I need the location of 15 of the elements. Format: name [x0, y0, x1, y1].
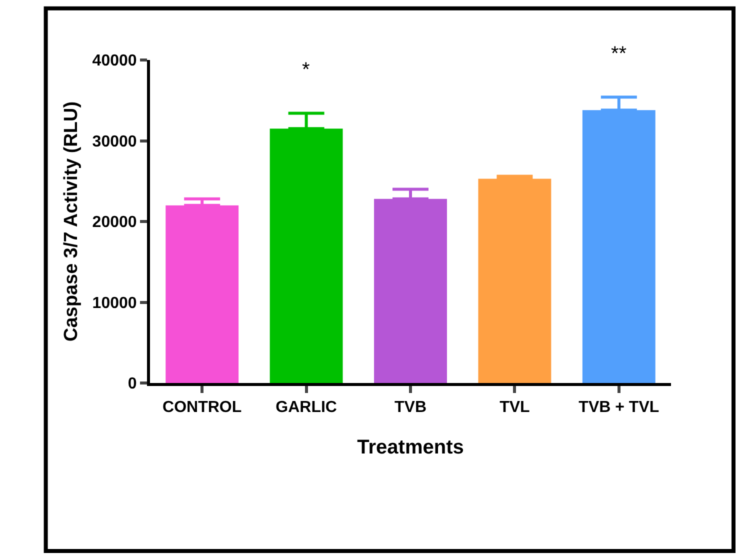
y-axis-title: Caspase 3/7 Activity (RLU): [61, 101, 82, 342]
y-tick-label: 40000: [92, 52, 137, 70]
y-tick-label: 30000: [92, 133, 137, 150]
x-tick-label: TVL: [500, 399, 530, 416]
x-axis-title: Treatments: [357, 436, 464, 459]
x-tick-label: TVB + TVL: [578, 399, 660, 416]
x-tick-label: TVB: [394, 399, 426, 416]
x-tick-label: GARLIC: [276, 399, 338, 416]
bar: [478, 178, 552, 383]
y-tick-label: 10000: [92, 294, 137, 312]
x-tick-label: CONTROL: [162, 399, 242, 416]
data-label: *: [302, 59, 310, 81]
data-label: **: [611, 43, 627, 65]
y-tick-label: 0: [128, 376, 137, 393]
y-tick-label: 20000: [92, 214, 137, 232]
